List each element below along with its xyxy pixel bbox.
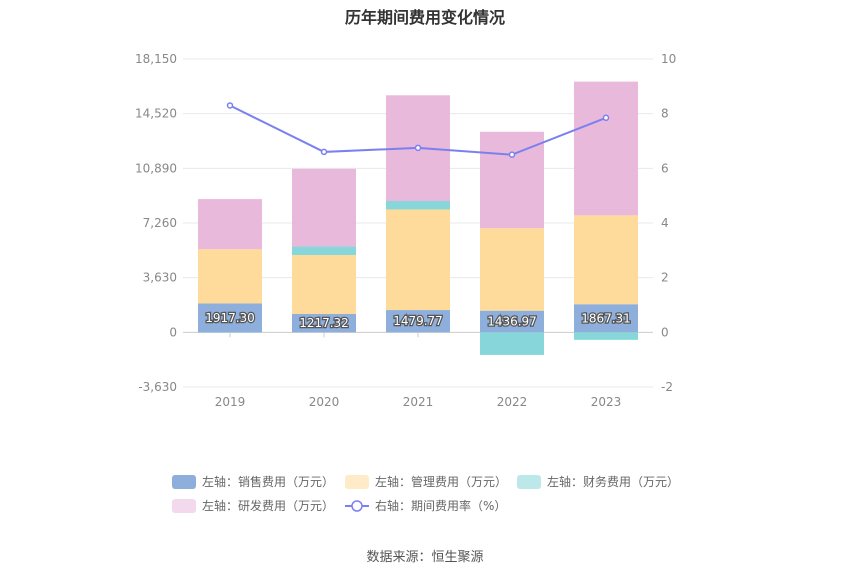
bar-segment	[198, 199, 262, 250]
bar-segment	[574, 332, 638, 340]
data-label: 1867.31	[581, 311, 631, 325]
bar-segment	[574, 304, 638, 333]
line-point	[602, 114, 610, 122]
data-label: 1217.32	[299, 316, 349, 330]
right-tick-label: 8	[661, 107, 669, 121]
bar-segment	[480, 332, 544, 355]
data-label: 1436.97	[487, 315, 537, 329]
bar-segment	[386, 201, 450, 210]
line-point	[414, 144, 422, 152]
legend-label: 右轴：期间费用率（%）	[375, 498, 506, 513]
left-tick-label: 3,630	[143, 271, 177, 285]
left-tick-label: 10,890	[135, 161, 177, 175]
legend-line-marker	[351, 500, 363, 512]
x-tick-label: 2019	[215, 395, 246, 409]
bar-segment	[292, 254, 356, 315]
line-point	[508, 151, 516, 158]
bar-segment	[480, 131, 544, 229]
x-tick-label: 2022	[497, 395, 528, 409]
bar-segment	[574, 215, 638, 305]
right-tick-label: -2	[661, 380, 673, 394]
left-tick-label: 14,520	[135, 107, 177, 121]
x-tick-label: 2020	[309, 395, 340, 409]
legend-swatch	[345, 475, 369, 489]
legend-label: 左轴：研发费用（万元）	[202, 498, 334, 513]
right-axis-ticks: 10 8 6 4 2 0 -2	[661, 52, 676, 394]
data-label: 1917.30	[205, 311, 255, 325]
bar-segment	[480, 228, 544, 311]
right-tick-label: 0	[661, 325, 669, 339]
legend-swatch	[517, 475, 541, 489]
left-tick-label: 0	[169, 325, 177, 339]
x-tick-label: 2023	[591, 395, 622, 409]
right-tick-label: 10	[661, 52, 676, 66]
left-axis-ticks: 18,150 14,520 10,890 7,260 3,630 0 -3,630	[135, 52, 177, 394]
legend: 左轴：销售费用（万元） 左轴：管理费用（万元） 左轴：财务费用（万元） 左轴：研发费用…	[172, 474, 679, 513]
bar-segment	[386, 310, 450, 333]
right-tick-label: 6	[661, 161, 669, 175]
bar-segment	[574, 81, 638, 216]
chart-title: 历年期间费用变化情况	[344, 8, 505, 27]
legend-label: 左轴：财务费用（万元）	[547, 474, 679, 489]
legend-swatch	[172, 475, 196, 489]
expense-rate-line	[226, 102, 610, 158]
line-point	[320, 148, 328, 156]
bar-segment	[292, 246, 356, 255]
bar-segment	[480, 310, 544, 333]
data-labels: 1917.30 1217.32 1479.77 1436.97 1867.31	[204, 310, 632, 332]
data-label: 1479.77	[393, 314, 443, 328]
right-tick-label: 4	[661, 216, 669, 230]
bar-segment	[198, 249, 262, 304]
bar-segment	[386, 209, 450, 311]
legend-swatch	[172, 499, 196, 513]
bar-segment	[198, 303, 262, 333]
bar-segment	[292, 314, 356, 333]
x-tick-label: 2021	[403, 395, 434, 409]
bars	[198, 81, 638, 355]
right-tick-label: 2	[661, 271, 669, 285]
left-tick-label: 7,260	[143, 216, 177, 230]
legend-label: 左轴：管理费用（万元）	[375, 474, 507, 489]
data-source: 数据来源：恒生聚源	[366, 550, 484, 565]
bar-segment	[292, 168, 356, 247]
x-axis-ticks: 2019 2020 2021 2022 2023	[215, 332, 622, 409]
left-tick-label: 18,150	[135, 52, 177, 66]
line-point	[226, 102, 234, 109]
left-tick-label: -3,630	[138, 380, 177, 394]
legend-label: 左轴：销售费用（万元）	[202, 474, 334, 489]
